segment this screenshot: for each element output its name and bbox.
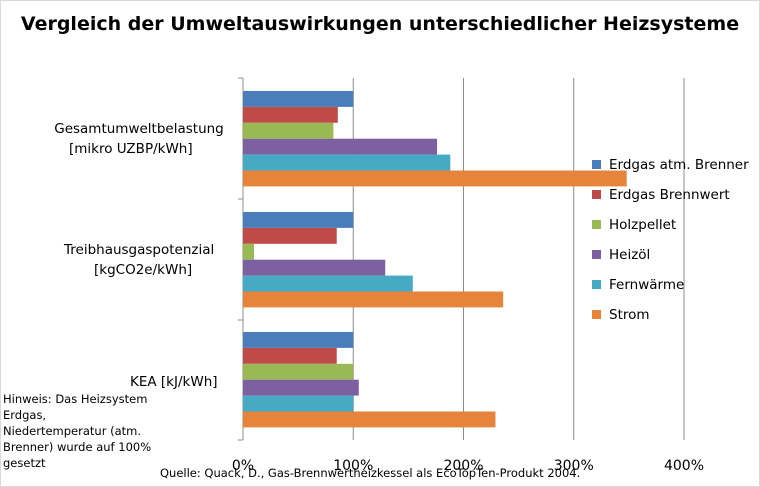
legend-swatch: [592, 250, 601, 259]
legend-swatch: [592, 190, 601, 199]
bar: [243, 275, 413, 292]
source-text: Quelle: Quack, D., Gas-Brennwertheizkess…: [160, 466, 581, 480]
category-label-kea: KEA [kJ/kWh]: [130, 372, 234, 392]
bar: [243, 347, 337, 364]
legend-item: Erdgas Brennwert: [592, 187, 730, 203]
x-tick-label: 200%: [443, 458, 483, 474]
bar: [243, 106, 338, 123]
bar: [243, 154, 451, 171]
category-label-line: [kgCO2e/kWh]: [94, 262, 193, 278]
legend-item: Strom: [592, 307, 650, 323]
bar: [243, 170, 627, 187]
legend-label: Strom: [609, 307, 650, 323]
x-tick-label: 300%: [554, 458, 594, 474]
category-label-line: [mikro UZBP/kWh]: [69, 141, 193, 157]
bar: [243, 243, 255, 260]
legend-label: Erdgas Brennwert: [609, 187, 730, 203]
category-label-line: KEA [kJ/kWh]: [130, 374, 218, 390]
bar: [243, 138, 438, 155]
legend-swatch: [592, 160, 601, 169]
category-label-treibhausgaspotenzial: Treibhausgaspotenzial [kgCO2e/kWh]: [64, 240, 234, 280]
bar: [243, 332, 354, 348]
bar: [243, 212, 354, 228]
legend-item: Erdgas atm. Brenner: [592, 157, 749, 173]
bar: [243, 395, 354, 412]
note-text: Hinweis: Das Heizsystem Erdgas, Niederte…: [3, 392, 152, 470]
legend-item: Fernwärme: [592, 277, 684, 293]
x-tick-label: 0%: [232, 458, 254, 474]
category-label-line: Gesamtumweltbelastung: [54, 121, 224, 137]
bar: [243, 411, 496, 428]
category-label-gesamtumweltbelastung: Gesamtumweltbelastung [mikro UZBP/kWh]: [44, 119, 234, 159]
legend-swatch: [592, 280, 601, 289]
legend-label: Holzpellet: [609, 217, 677, 233]
bar: [243, 363, 354, 380]
legend-swatch: [592, 220, 601, 229]
legend-item: Holzpellet: [592, 217, 676, 233]
x-tick-label: 100%: [333, 458, 373, 474]
legend-swatch: [592, 310, 601, 319]
chart-title: Vergleich der Umweltauswirkungen untersc…: [20, 13, 740, 35]
bar: [243, 291, 504, 308]
category-label-line: Treibhausgaspotenzial: [64, 242, 215, 258]
bar: [243, 259, 386, 276]
legend-label: Heizöl: [609, 247, 651, 263]
bar: [243, 91, 354, 107]
legend-label: Fernwärme: [609, 277, 685, 293]
x-tick-label: 400%: [664, 458, 704, 474]
legend-label: Erdgas atm. Brenner: [609, 157, 749, 173]
bar: [243, 379, 359, 396]
legend-item: Heizöl: [592, 247, 650, 263]
bar: [243, 122, 334, 139]
bar: [243, 227, 337, 244]
